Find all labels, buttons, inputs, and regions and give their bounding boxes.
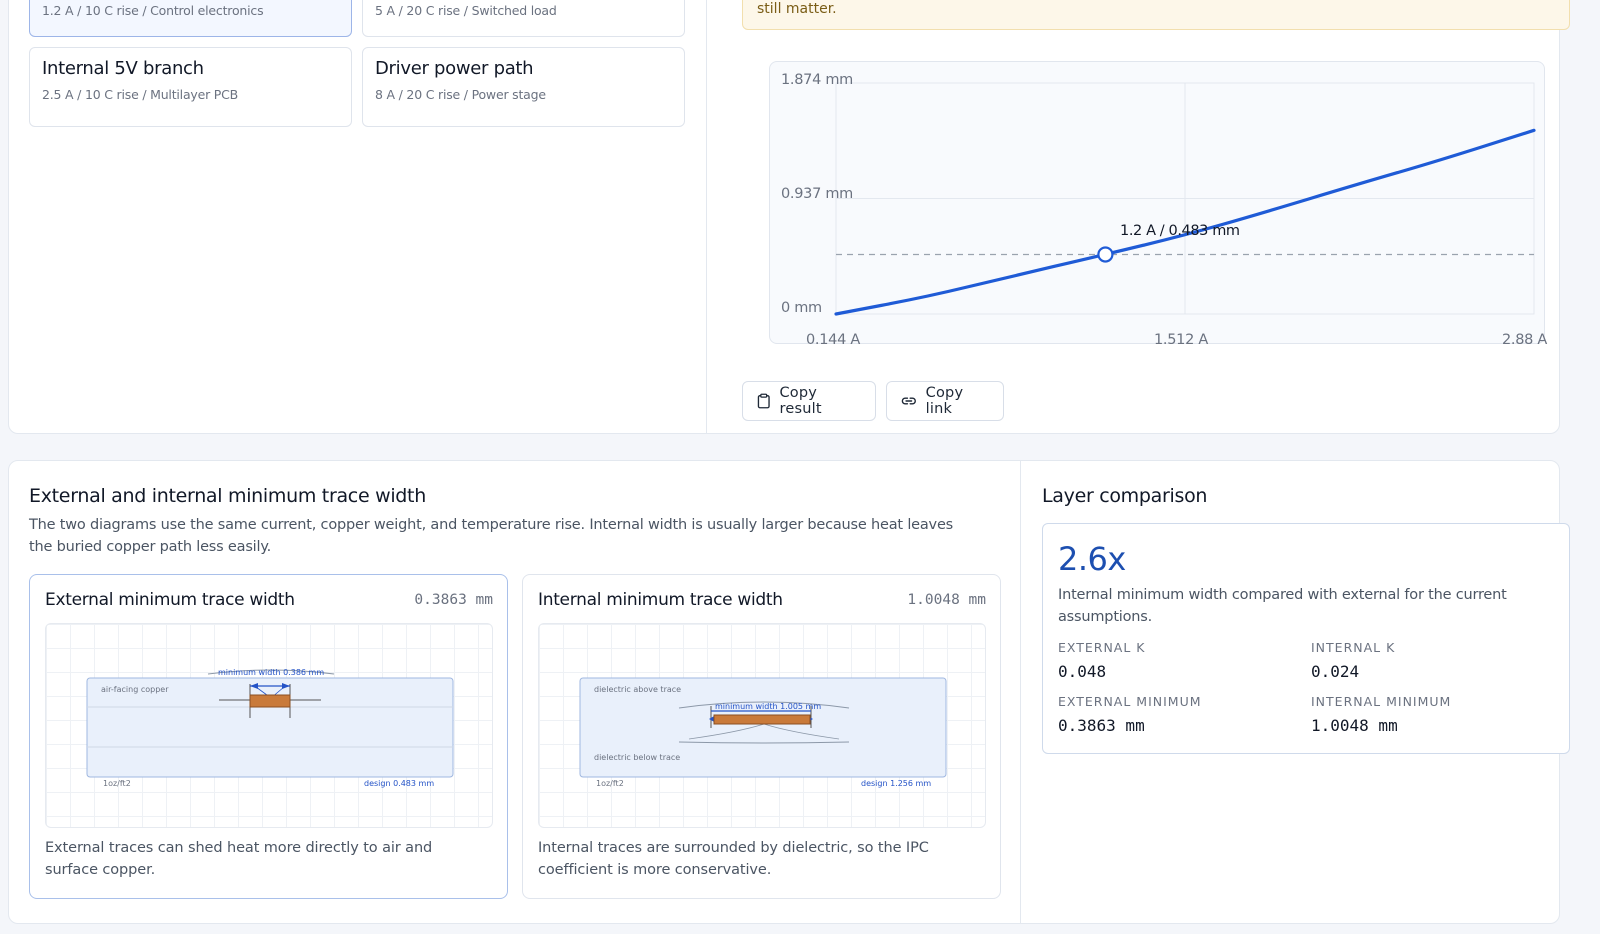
min-width-label: minimum width 0.386 mm: [218, 668, 325, 677]
below-label: dielectric below trace: [594, 753, 681, 762]
marker-label: 1.2 A / 0.483 mm: [1120, 223, 1240, 239]
copper-weight-label: 1oz/ft2: [596, 779, 624, 788]
external-k-value: 0.048: [1058, 662, 1107, 681]
widths-title: External and internal minimum trace widt…: [29, 485, 426, 507]
above-label: dielectric above trace: [594, 685, 682, 694]
external-k-label: EXTERNAL K: [1058, 640, 1146, 655]
preset-card-sub: 5 A / 20 C rise / Switched load: [375, 3, 557, 18]
external-min-value: 0.3863 mm: [1058, 716, 1145, 735]
chart-svg: [834, 82, 1536, 316]
internal-cross-section: minimum width 1.005 mm dielectric above …: [538, 623, 986, 828]
preset-card-sub: 1.2 A / 10 C rise / Control electronics: [42, 3, 264, 18]
external-cross-section: minimum width 0.386 mm air-facing copper…: [45, 623, 493, 828]
copper-weight-label: 1oz/ft2: [103, 779, 131, 788]
widths-description: The two diagrams use the same current, c…: [29, 517, 954, 555]
preset-card-driver[interactable]: Driver power path 8 A / 20 C rise / Powe…: [362, 47, 685, 127]
marker-point: [1097, 246, 1114, 263]
copy-link-label: Copy link: [925, 385, 964, 417]
preset-card-switched[interactable]: 5 A / 20 C rise / Switched load: [362, 0, 685, 37]
comparison-box: 2.6x Internal minimum width compared wit…: [1042, 523, 1570, 754]
ratio-description: Internal minimum width compared with ext…: [1058, 587, 1507, 625]
internal-k-value: 0.024: [1311, 662, 1360, 681]
copy-link-button[interactable]: Copy link: [886, 381, 1004, 421]
y-tick-label: 0 mm: [781, 300, 822, 316]
internal-min-value: 1.0048 mm: [1311, 716, 1398, 735]
assumption-notice: still matter.: [742, 0, 1570, 30]
preset-card-sub: 2.5 A / 10 C rise / Multilayer PCB: [42, 87, 239, 102]
panel-divider: [706, 0, 707, 434]
preset-card-title: Driver power path: [375, 58, 534, 79]
y-tick-label: 0.937 mm: [781, 186, 853, 202]
internal-k-label: INTERNAL K: [1311, 640, 1396, 655]
external-width-title: External minimum trace width: [45, 590, 295, 610]
design-width-label: design 1.256 mm: [861, 779, 932, 788]
external-min-label: EXTERNAL MINIMUM: [1058, 694, 1202, 709]
external-diagram-svg: [86, 669, 454, 778]
internal-note: Internal traces are surrounded by dielec…: [538, 840, 929, 878]
preset-card-control[interactable]: 1.2 A / 10 C rise / Control electronics: [29, 0, 352, 37]
preset-card-sub: 8 A / 20 C rise / Power stage: [375, 87, 546, 102]
copy-result-button[interactable]: Copy result: [742, 381, 876, 421]
panel-divider: [1020, 460, 1021, 924]
copy-result-label: Copy result: [779, 385, 822, 417]
width-curve-chart: [769, 61, 1545, 344]
internal-width-card[interactable]: Internal minimum trace width 1.0048 mm m…: [522, 574, 1001, 899]
comparison-title: Layer comparison: [1042, 485, 1208, 507]
region-label: air-facing copper: [101, 685, 169, 694]
x-tick-label: 2.88 A: [1502, 332, 1548, 348]
internal-width-title: Internal minimum trace width: [538, 590, 783, 610]
internal-width-value: 1.0048 mm: [907, 592, 986, 608]
internal-min-label: INTERNAL MINIMUM: [1311, 694, 1452, 709]
clipboard-icon: [757, 393, 770, 409]
width-ratio: 2.6x: [1058, 540, 1126, 578]
min-width-label: minimum width 1.005 mm: [715, 702, 822, 711]
external-note: External traces can shed heat more direc…: [45, 840, 433, 878]
internal-diagram-svg: [579, 677, 947, 778]
series-line: [834, 128, 1536, 316]
external-width-card[interactable]: External minimum trace width 0.3863 mm m…: [29, 574, 508, 899]
preset-card-internal-5v[interactable]: Internal 5V branch 2.5 A / 10 C rise / M…: [29, 47, 352, 127]
design-width-label: design 0.483 mm: [364, 779, 435, 788]
x-tick-label: 1.512 A: [1154, 332, 1208, 348]
x-tick-label: 0.144 A: [806, 332, 860, 348]
y-tick-label: 1.874 mm: [781, 72, 853, 88]
link-icon: [901, 397, 916, 405]
preset-card-title: Internal 5V branch: [42, 58, 204, 79]
notice-text: still matter.: [757, 1, 837, 17]
external-width-value: 0.3863 mm: [414, 592, 493, 608]
